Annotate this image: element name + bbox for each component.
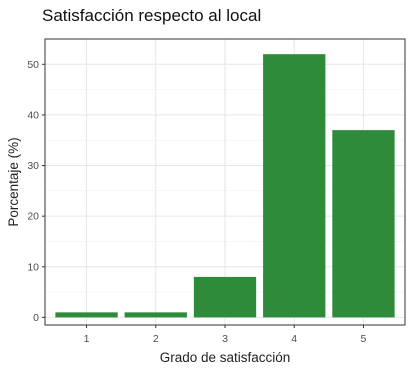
y-tick-label: 10 [27, 261, 39, 273]
x-tick-label: 4 [291, 333, 297, 345]
x-axis-title: Grado de satisfacción [160, 350, 291, 365]
bar-4 [263, 54, 326, 318]
x-tick-label: 3 [222, 333, 228, 345]
bar-3 [193, 276, 257, 318]
bars [55, 54, 395, 318]
ticks: 0 10 20 30 40 50 1 2 3 4 5 [27, 59, 366, 345]
y-tick-label: 40 [27, 109, 39, 121]
bar-5 [332, 130, 395, 318]
chart-title: Satisfacción respecto al local [42, 6, 262, 25]
x-tick-label: 5 [361, 333, 367, 345]
x-tick-label: 1 [84, 333, 90, 345]
bar-1 [55, 312, 118, 318]
bar-2 [124, 312, 187, 318]
y-tick-label: 50 [27, 59, 39, 71]
x-tick-label: 2 [153, 333, 159, 345]
y-tick-label: 20 [27, 211, 39, 223]
y-tick-label: 30 [27, 160, 39, 172]
y-axis-title: Porcentaje (%) [6, 137, 21, 226]
y-tick-label: 0 [33, 312, 39, 324]
